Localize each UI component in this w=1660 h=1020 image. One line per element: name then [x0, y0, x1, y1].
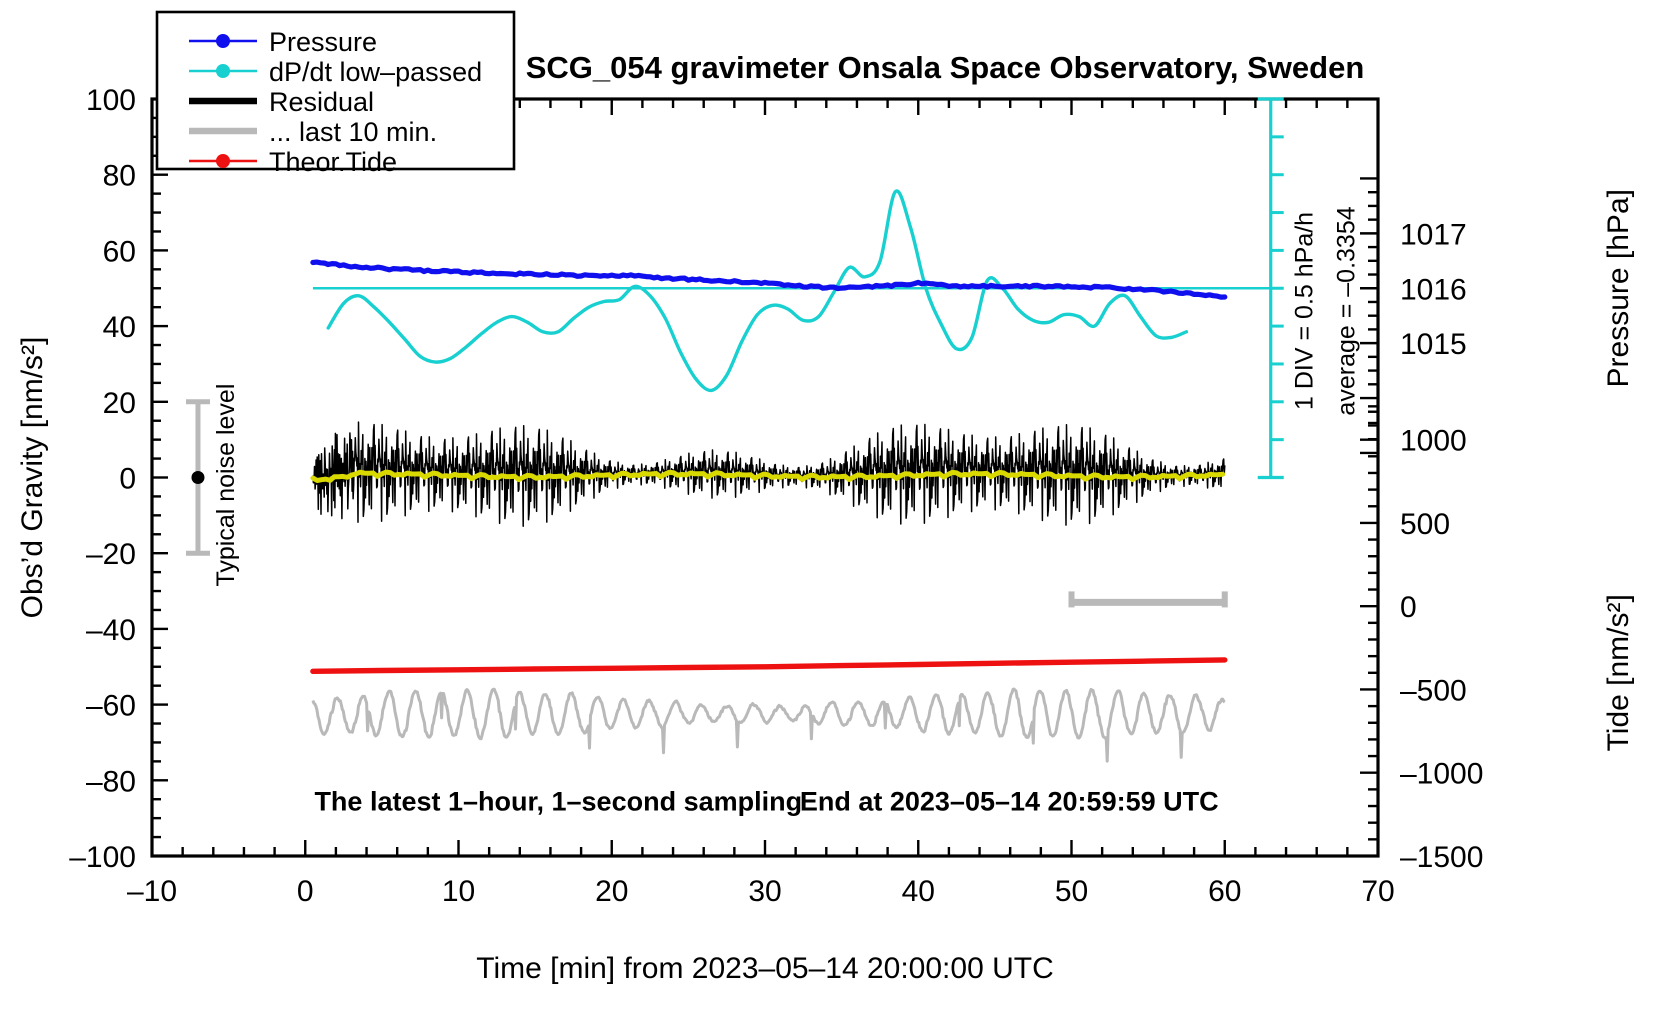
x-tick-label: 60	[1208, 875, 1241, 908]
y-tick-label: 20	[103, 387, 136, 420]
y-tick-label: 40	[103, 311, 136, 344]
typical-noise-level: Typical noise level	[185, 384, 240, 587]
legend-item[interactable]: Residual	[189, 87, 374, 117]
x-axis-title: Time [min] from 2023–05–14 20:00:00 UTC	[476, 952, 1054, 985]
legend-marker	[216, 34, 230, 48]
series-last-10-min	[311, 687, 1226, 763]
chart-title: SCG_054 gravimeter Onsala Space Observat…	[526, 50, 1365, 85]
y-axis-pressure: 1015 1016 1017 Pressure [hPa]	[1360, 177, 1635, 455]
y-tick-label: 100	[86, 84, 136, 117]
legend-label: dP/dt low–passed	[269, 57, 482, 87]
tide-tick-label: –500	[1400, 674, 1467, 707]
x-axis: –10 0 10 20 30 40 50 60 70 Time [min] from 2023–0…	[127, 99, 1395, 985]
x-tick-label: 0	[297, 875, 314, 908]
x-tick-label: 10	[442, 875, 475, 908]
x-tick-label: –10	[127, 875, 177, 908]
series-theor-tide	[310, 657, 1228, 674]
legend-label: Pressure	[269, 27, 377, 57]
pressure-tick-label: 1016	[1400, 273, 1467, 306]
tide-tick-label: –1500	[1400, 841, 1483, 874]
y-tick-label: –40	[86, 614, 136, 647]
legend-label: ... last 10 min.	[269, 117, 437, 147]
pressure-axis-title: Pressure [hPa]	[1602, 189, 1635, 387]
y-tick-label: 80	[103, 160, 136, 193]
scalebar-div-label: 1 DIV = 0.5 hPa/h	[1291, 212, 1319, 410]
pressure-tick-label: 1015	[1400, 328, 1467, 361]
tide-tick-label: 500	[1400, 508, 1450, 541]
tide-tick-label: 0	[1400, 591, 1417, 624]
x-tick-label: 70	[1361, 875, 1394, 908]
legend-marker	[216, 64, 230, 78]
y-tick-label: –60	[86, 690, 136, 723]
x-tick-label: 50	[1055, 875, 1088, 908]
series-residual-smoothed	[310, 469, 1226, 483]
tide-tick-label: 1000	[1400, 425, 1467, 458]
x-tick-label: 30	[748, 875, 781, 908]
legend-marker	[216, 154, 230, 168]
y-tick-label: 60	[103, 235, 136, 268]
legend-item[interactable]: dP/dt low–passed	[189, 57, 482, 87]
dpdt-scalebar: 1 DIV = 0.5 hPa/h average = –0.3354	[1257, 97, 1361, 480]
y-tick-label: 0	[119, 463, 136, 496]
y-axis-title: Obs’d Gravity [nm/s²]	[16, 337, 49, 619]
y-tick-label: –100	[69, 841, 136, 874]
tide-tick-label: –1000	[1400, 758, 1483, 791]
last-10-min-bracket	[1068, 591, 1228, 608]
legend-item[interactable]: ... last 10 min.	[189, 117, 437, 147]
legend-item[interactable]: Pressure	[189, 27, 377, 57]
footer-left-text: The latest 1–hour, 1–second sampling	[314, 787, 802, 817]
tide-axis-title: Tide [nm/s²]	[1602, 594, 1635, 751]
legend-item[interactable]: Theor.Tide	[189, 147, 397, 177]
noise-level-label: Typical noise level	[212, 384, 240, 587]
series-pressure	[310, 259, 1228, 300]
legend-label: Theor.Tide	[269, 147, 397, 177]
x-tick-label: 40	[902, 875, 935, 908]
y-axis-tide: –1500 –1000 –500 0 500 1000 Tide [nm/s²]	[1360, 405, 1635, 874]
legend-box	[155, 10, 516, 171]
noise-center-dot	[191, 471, 205, 484]
footer-right-text: End at 2023–05–14 20:59:59 UTC	[800, 787, 1219, 817]
legend-label: Residual	[269, 87, 374, 117]
x-tick-label: 20	[595, 875, 628, 908]
scalebar-average-label: average = –0.3354	[1333, 206, 1361, 415]
y-axis-left: –100 –80 –60 –40 –20 0 20 40 60 80 100 Obs’d Gravit…	[16, 84, 168, 874]
y-tick-label: –20	[86, 538, 136, 571]
pressure-tick-label: 1017	[1400, 218, 1467, 251]
series-dpdt-lowpassed	[326, 189, 1189, 393]
y-tick-label: –80	[86, 765, 136, 798]
